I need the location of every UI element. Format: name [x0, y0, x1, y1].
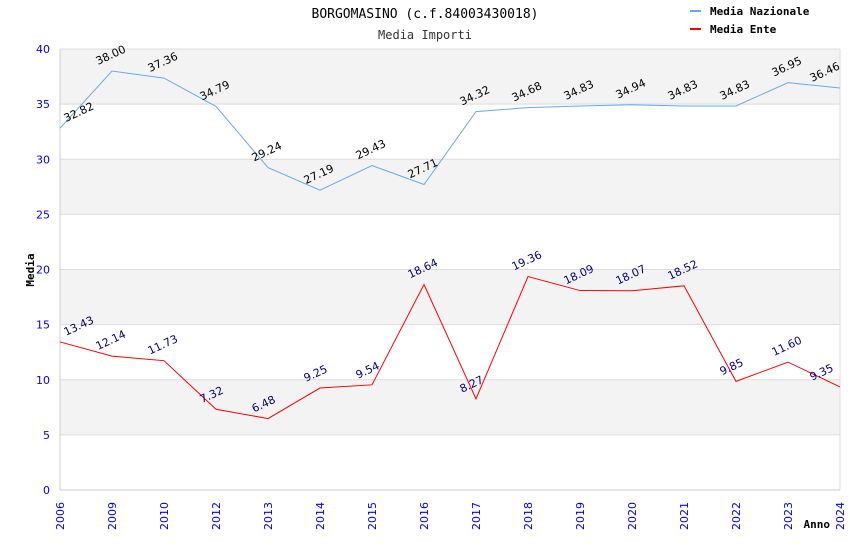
x-tick-label: 2009: [106, 502, 119, 530]
y-tick-label: 10: [36, 374, 50, 387]
x-tick-label: 2021: [678, 502, 691, 530]
x-tick-label: 2016: [418, 502, 431, 530]
grid-band: [60, 159, 840, 215]
x-tick-label: 2023: [782, 502, 795, 530]
grid-band: [60, 379, 840, 435]
series-line-nazionale: [59, 70, 841, 191]
x-tick-label: 2019: [574, 502, 587, 530]
y-axis-label: Media: [24, 253, 37, 286]
x-tick-label: 2014: [314, 502, 327, 530]
x-tick-label: 2013: [262, 502, 275, 530]
x-tick-label: 2010: [158, 502, 171, 530]
y-tick-label: 20: [36, 264, 50, 277]
chart-title: BORGOMASINO (c.f.84003430018): [312, 7, 539, 22]
y-tick-label: 5: [43, 429, 50, 442]
series-line-ente: [59, 275, 841, 420]
y-tick-label: 0: [43, 484, 50, 497]
x-tick-label: 2020: [626, 502, 639, 530]
legend-label-nazionale: Media Nazionale: [710, 5, 810, 18]
legend: Media Nazionale Media Ente: [690, 5, 810, 36]
data-label: 29.43: [354, 137, 388, 162]
y-tick-label: 25: [36, 208, 50, 221]
y-tick-label: 15: [36, 319, 50, 332]
data-label: 12.14: [94, 328, 128, 353]
y-tick-label: 40: [36, 43, 50, 56]
x-tick-label: 2017: [470, 502, 483, 530]
data-label: 11.73: [146, 332, 180, 357]
data-label: 11.60: [770, 334, 804, 359]
data-label: 9.85: [718, 356, 746, 378]
x-tick-label: 2024: [834, 502, 847, 530]
y-tick-label: 35: [36, 98, 50, 111]
legend-label-ente: Media Ente: [710, 23, 777, 36]
x-tick-label: 2006: [54, 502, 67, 530]
x-tick-label: 2015: [366, 502, 379, 530]
grid-band: [60, 269, 840, 325]
x-axis-label: Anno: [804, 518, 831, 531]
chart-subtitle: Media Importi: [378, 28, 472, 42]
x-tick-label: 2022: [730, 502, 743, 530]
grid-band: [60, 49, 840, 105]
x-tick-label: 2018: [522, 502, 535, 530]
data-label: 9.54: [354, 359, 382, 381]
y-tick-label: 30: [36, 153, 50, 166]
x-tick-label: 2012: [210, 502, 223, 530]
